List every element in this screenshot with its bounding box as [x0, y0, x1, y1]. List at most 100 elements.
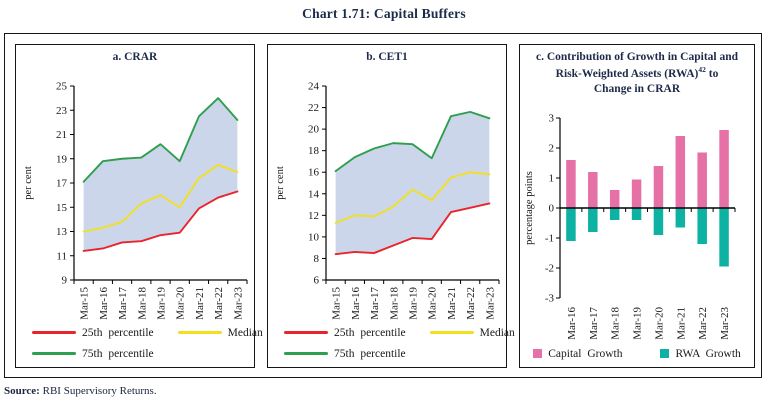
bar-capital-growth [675, 136, 686, 208]
panel-cet1-title: b. CET1 [366, 51, 408, 63]
bar-capital-growth [609, 190, 620, 208]
bar-capital-growth [588, 172, 598, 208]
y-tick-label: 13 [56, 226, 68, 238]
contribution-bar-chart: -3 -2 -1 0 1 2 3 Mar-16 Mar-17 Mar-18 Mar-19 Mar-20… [524, 113, 736, 340]
legend-item-25th-percentile: 25th percentile [32, 327, 154, 339]
x-tick-label: Mar-16 [350, 287, 362, 320]
source-note: Source: RBI Supervisory Returns. [4, 385, 157, 397]
x-tick-label: Mar-21 [446, 287, 458, 320]
x-tick-label: Mar-19 [632, 307, 644, 340]
legend-label: 25th percentile [334, 326, 406, 339]
bar-rwa-growth [697, 208, 707, 244]
y-tick-label: 9 [62, 275, 68, 287]
bar-capital-growth [631, 179, 642, 208]
y-tick-label: 10 [308, 231, 320, 243]
series-line-75th-percentile [82, 97, 239, 183]
yellow-line-swatch [429, 331, 474, 334]
legend-label: 25th percentile [82, 326, 154, 339]
series-line-25th-percentile [82, 190, 239, 252]
x-tick-label: Mar-16 [566, 307, 578, 340]
x-tick-label: Mar-19 [156, 287, 168, 320]
x-tick-label: Mar-22 [465, 287, 477, 320]
bar-rwa-growth [653, 208, 664, 235]
y-tick-label: 1 [549, 173, 555, 185]
bar-rwa-growth [566, 208, 576, 241]
legend-item-median: Median [429, 326, 515, 339]
bar-capital-growth [697, 152, 707, 208]
y-tick-label: 23 [56, 105, 68, 117]
y-axis-title: per cent [23, 166, 34, 200]
percentile-band [335, 111, 490, 255]
y-tick-label: -2 [545, 263, 554, 275]
figure-frame: a. CRAR 9 11 13 15 17 19 21 23 25 Mar-15 Mar-16 Mar… [4, 33, 762, 378]
y-tick-label: 15 [56, 202, 68, 214]
legend-label: Median [479, 326, 515, 339]
source-text: RBI Supervisory Returns. [42, 385, 157, 397]
contribution-legend: Capital Growth RWA Growth [520, 343, 754, 364]
x-tick-label: Mar-21 [194, 287, 206, 320]
legend-item-75th-percentile: 75th percentile [32, 348, 154, 360]
teal-square-swatch [660, 349, 670, 358]
series-line-75th-percentile [334, 110, 491, 173]
x-tick-label: Mar-17 [588, 307, 600, 340]
x-tick-label: Mar-20 [653, 307, 665, 340]
panel-contribution-title: c. Contribution of Growth in Capital and… [524, 50, 750, 97]
bar-capital-growth [653, 166, 664, 208]
panel-crar: a. CRAR 9 11 13 15 17 19 21 23 25 Mar-15 Mar-16 Mar… [15, 44, 263, 368]
y-tick-label: -1 [545, 233, 554, 245]
series-line-25th-percentile [334, 202, 491, 256]
x-tick-label: Mar-23 [719, 307, 731, 340]
chart-title: Chart 1.71: Capital Buffers [302, 6, 466, 21]
bar-rwa-growth [631, 208, 642, 220]
source-label: Source: [4, 385, 40, 397]
legend-item-25th-percentile: 25th percentile [284, 327, 406, 339]
y-tick-label: 19 [56, 153, 68, 165]
x-tick-label: Mar-23 [484, 287, 496, 320]
green-line-swatch [32, 352, 76, 355]
title-line-1: c. Contribution of Growth in Capital and [535, 51, 739, 63]
x-tick-label: Mar-15 [79, 287, 91, 320]
pink-square-swatch [533, 349, 543, 358]
x-tick-label: Mar-17 [117, 287, 129, 320]
legend-label: Median [227, 326, 263, 339]
x-tick-label: Mar-20 [175, 287, 187, 320]
bar-rwa-growth [675, 208, 686, 228]
x-tick-label: Mar-19 [408, 287, 420, 320]
y-tick-label: 6 [314, 275, 320, 287]
legend-item-rwa-growth: RWA Growth [660, 348, 741, 360]
x-tick-label: Mar-20 [427, 287, 439, 320]
y-tick-label: 3 [549, 113, 555, 125]
y-tick-label: 20 [308, 124, 320, 136]
y-tick-label: 0 [549, 203, 555, 215]
title-line-3: Change in CRAR [593, 82, 681, 95]
y-tick-label: 21 [56, 129, 67, 141]
x-tick-label: Mar-18 [136, 287, 148, 320]
x-tick-label: Mar-22 [697, 307, 709, 340]
legend-label: 75th percentile [82, 347, 154, 360]
panel-crar-title: a. CRAR [112, 51, 158, 63]
y-tick-label: 11 [56, 250, 67, 262]
x-tick-label: Mar-18 [610, 307, 622, 340]
y-tick-label: 2 [549, 143, 555, 155]
green-line-swatch [284, 352, 328, 355]
y-tick-label: 22 [308, 102, 319, 114]
bar-rwa-growth [609, 208, 620, 220]
x-tick-label: Mar-15 [331, 287, 343, 320]
title-line-2b: to [705, 67, 719, 80]
y-tick-label: 14 [308, 188, 320, 200]
y-tick-label: 16 [308, 167, 320, 179]
crar-legend: 25th percentile Median 75th percentile [16, 322, 263, 364]
x-tick-label: Mar-21 [675, 307, 687, 340]
red-line-swatch [284, 331, 328, 334]
series-line-median [82, 163, 239, 233]
y-tick-label: -3 [545, 293, 555, 305]
y-tick-label: 25 [56, 81, 68, 93]
y-tick-label: 8 [314, 253, 320, 265]
legend-item-75th-percentile: 75th percentile [284, 348, 406, 360]
y-tick-label: 17 [56, 178, 68, 190]
cet1-area-chart: 6 8 10 12 14 16 18 20 22 24 Mar-15 Mar-16 Mar-17 Mar-… [275, 81, 500, 320]
y-axis-title: percentage points [524, 171, 535, 245]
legend-item-capital-growth: Capital Growth [533, 348, 622, 360]
footnote-superscript: 42 [698, 64, 706, 74]
